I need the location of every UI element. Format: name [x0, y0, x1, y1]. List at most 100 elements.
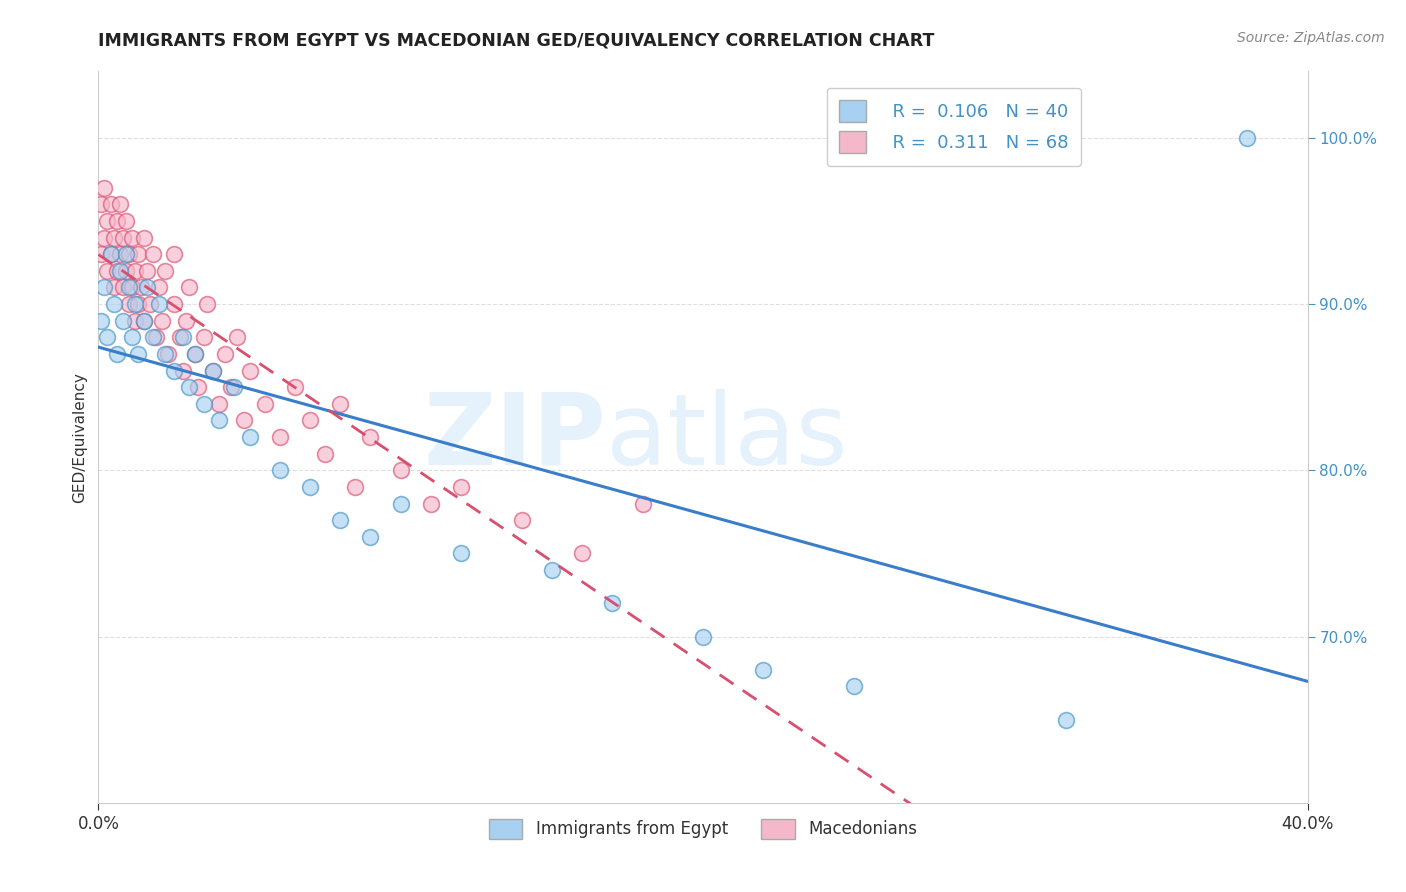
Point: [239, 363, 262, 377]
Point: [208, 397, 231, 411]
Point: [172, 363, 194, 377]
Point: [571, 546, 593, 560]
Point: [114, 247, 136, 261]
Point: [174, 314, 197, 328]
Point: [111, 280, 134, 294]
Point: [299, 413, 322, 427]
Point: [163, 247, 186, 261]
Point: [132, 314, 155, 328]
Point: [108, 247, 131, 261]
Point: [193, 397, 215, 411]
Point: [299, 480, 322, 494]
Point: [96, 214, 118, 228]
Point: [96, 330, 118, 344]
Point: [127, 247, 149, 261]
Point: [108, 264, 131, 278]
Point: [360, 430, 382, 444]
Point: [602, 596, 624, 610]
Point: [844, 680, 866, 694]
Point: [118, 280, 141, 294]
Point: [360, 530, 382, 544]
Point: [389, 463, 412, 477]
Text: IMMIGRANTS FROM EGYPT VS MACEDONIAN GED/EQUIVALENCY CORRELATION CHART: IMMIGRANTS FROM EGYPT VS MACEDONIAN GED/…: [98, 31, 935, 49]
Point: [93, 280, 115, 294]
Point: [135, 280, 157, 294]
Point: [114, 264, 136, 278]
Text: Source: ZipAtlas.com: Source: ZipAtlas.com: [1237, 31, 1385, 45]
Point: [187, 380, 209, 394]
Point: [239, 430, 262, 444]
Point: [163, 363, 186, 377]
Point: [142, 247, 165, 261]
Point: [226, 330, 249, 344]
Point: [169, 330, 191, 344]
Point: [100, 247, 122, 261]
Legend: Immigrants from Egypt, Macedonians: Immigrants from Egypt, Macedonians: [482, 812, 924, 846]
Point: [214, 347, 236, 361]
Point: [184, 347, 207, 361]
Point: [129, 280, 152, 294]
Point: [540, 563, 562, 577]
Point: [121, 330, 143, 344]
Text: ZIP: ZIP: [423, 389, 606, 485]
Point: [142, 330, 165, 344]
Point: [124, 264, 146, 278]
Point: [314, 447, 336, 461]
Point: [93, 230, 115, 244]
Point: [139, 297, 162, 311]
Point: [100, 197, 122, 211]
Point: [135, 264, 157, 278]
Point: [420, 497, 443, 511]
Point: [179, 380, 201, 394]
Point: [1054, 713, 1077, 727]
Point: [132, 230, 155, 244]
Point: [124, 314, 146, 328]
Point: [90, 197, 112, 211]
Point: [163, 297, 186, 311]
Point: [344, 480, 367, 494]
Point: [1236, 131, 1258, 145]
Point: [269, 430, 291, 444]
Point: [253, 397, 276, 411]
Point: [202, 363, 225, 377]
Point: [118, 247, 141, 261]
Point: [153, 347, 176, 361]
Point: [450, 480, 472, 494]
Point: [232, 413, 254, 427]
Point: [111, 314, 134, 328]
Y-axis label: GED/Equivalency: GED/Equivalency: [72, 372, 87, 502]
Point: [156, 347, 179, 361]
Point: [96, 264, 118, 278]
Point: [100, 247, 122, 261]
Point: [389, 497, 412, 511]
Point: [329, 397, 352, 411]
Point: [692, 630, 714, 644]
Point: [105, 214, 128, 228]
Point: [195, 297, 218, 311]
Point: [121, 230, 143, 244]
Point: [153, 264, 176, 278]
Point: [510, 513, 533, 527]
Point: [103, 297, 125, 311]
Point: [90, 314, 112, 328]
Point: [184, 347, 207, 361]
Point: [103, 230, 125, 244]
Point: [150, 314, 173, 328]
Point: [179, 280, 201, 294]
Point: [105, 347, 128, 361]
Point: [208, 413, 231, 427]
Point: [124, 297, 146, 311]
Point: [105, 264, 128, 278]
Point: [202, 363, 225, 377]
Point: [148, 280, 170, 294]
Point: [111, 230, 134, 244]
Text: atlas: atlas: [606, 389, 848, 485]
Point: [90, 247, 112, 261]
Point: [121, 280, 143, 294]
Point: [108, 197, 131, 211]
Point: [752, 663, 775, 677]
Point: [127, 297, 149, 311]
Point: [172, 330, 194, 344]
Point: [93, 180, 115, 194]
Point: [269, 463, 291, 477]
